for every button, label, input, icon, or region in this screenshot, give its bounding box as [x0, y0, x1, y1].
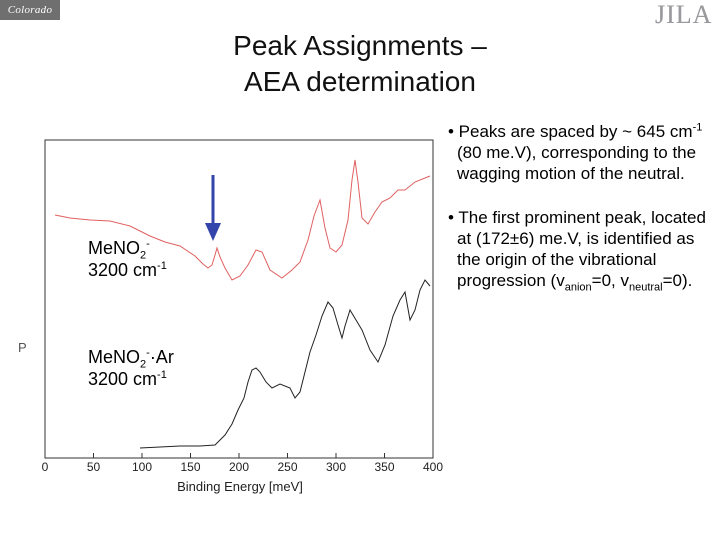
- spectrum-plot: P 0 50 100 150 200 250 300 350 400 Binding Energ…: [18, 139, 443, 494]
- x-tick-label: 400: [423, 460, 443, 474]
- bullet-subscript: anion: [564, 281, 592, 294]
- wavenumber-unit-superscript: -1: [157, 369, 167, 381]
- bullet-subscript: neutral: [628, 281, 663, 294]
- label-meno2-species: MeNO2-: [88, 237, 167, 262]
- bullet-text: • The first prominent peak, located at (…: [448, 208, 706, 290]
- x-tick-label: 350: [374, 460, 394, 474]
- spectrum-top-red: [54, 159, 431, 281]
- slide-title: Peak Assignments – AEA determination: [160, 28, 560, 100]
- x-tick-label: 200: [229, 460, 249, 474]
- species-text: MeNO: [88, 347, 141, 367]
- x-tick-label: 0: [42, 460, 49, 474]
- bullet-text: • Peaks are spaced by ~ 645 cm: [448, 122, 693, 141]
- bullet-text: =0, v: [591, 271, 629, 290]
- x-tick-label: 50: [87, 460, 101, 474]
- x-tick-label: 150: [180, 460, 200, 474]
- species-superscript: -: [146, 238, 150, 250]
- title-line-1: Peak Assignments –: [233, 30, 487, 61]
- species-superscript: -: [146, 347, 150, 359]
- label-meno2-wavenumber: 3200 cm-1: [88, 259, 167, 281]
- bullet-superscript: -1: [692, 121, 703, 134]
- wavenumber-unit-superscript: -1: [157, 260, 167, 272]
- spectrum-bottom-black: [139, 279, 431, 449]
- y-axis-label-fragment: P: [18, 340, 27, 355]
- species-text: MeNO: [88, 238, 141, 258]
- header-band: [0, 0, 720, 18]
- bullet-origin-peak-text: • The first prominent peak, located at (…: [448, 207, 718, 294]
- label-meno2-ar-wavenumber: 3200 cm-1: [88, 368, 174, 390]
- x-tick-label: 100: [132, 460, 152, 474]
- bullet-peak-spacing: • Peaks are spaced by ~ 645 cm-1 (80 me.…: [448, 121, 718, 184]
- plot-frame: [44, 139, 434, 459]
- bullet-text: =0).: [662, 271, 693, 290]
- x-tick-label: 300: [326, 460, 346, 474]
- species-tail: ·Ar: [149, 347, 174, 367]
- bullet-origin-peak: • The first prominent peak, located at (…: [448, 207, 718, 294]
- x-axis-ticks: 0 50 100 150 200 250 300 350 400: [42, 453, 443, 474]
- x-axis-label: Binding Energy [meV]: [177, 479, 303, 494]
- peak-arrow-head: [205, 223, 221, 241]
- bullet-text: (80 me.V), corresponding to the wagging …: [457, 143, 697, 183]
- species-subscript: 2: [140, 358, 147, 371]
- wavenumber-text: 3200 cm: [88, 369, 158, 389]
- label-meno2-ar-species: MeNO2-·Ar: [88, 346, 174, 371]
- label-meno2-anion: MeNO2- 3200 cm-1: [88, 237, 167, 281]
- jila-logo: JILA: [655, 0, 713, 29]
- bullet-peak-spacing-text: • Peaks are spaced by ~ 645 cm-1 (80 me.…: [448, 121, 718, 184]
- x-tick-label: 250: [277, 460, 297, 474]
- bullet-list: • Peaks are spaced by ~ 645 cm-1 (80 me.…: [448, 121, 718, 294]
- species-subscript: 2: [140, 249, 147, 262]
- wavenumber-text: 3200 cm: [88, 260, 158, 280]
- label-meno2-ar: MeNO2-·Ar 3200 cm-1: [88, 346, 174, 390]
- title-line-2: AEA determination: [244, 66, 476, 97]
- university-logo: Colorado: [0, 0, 60, 20]
